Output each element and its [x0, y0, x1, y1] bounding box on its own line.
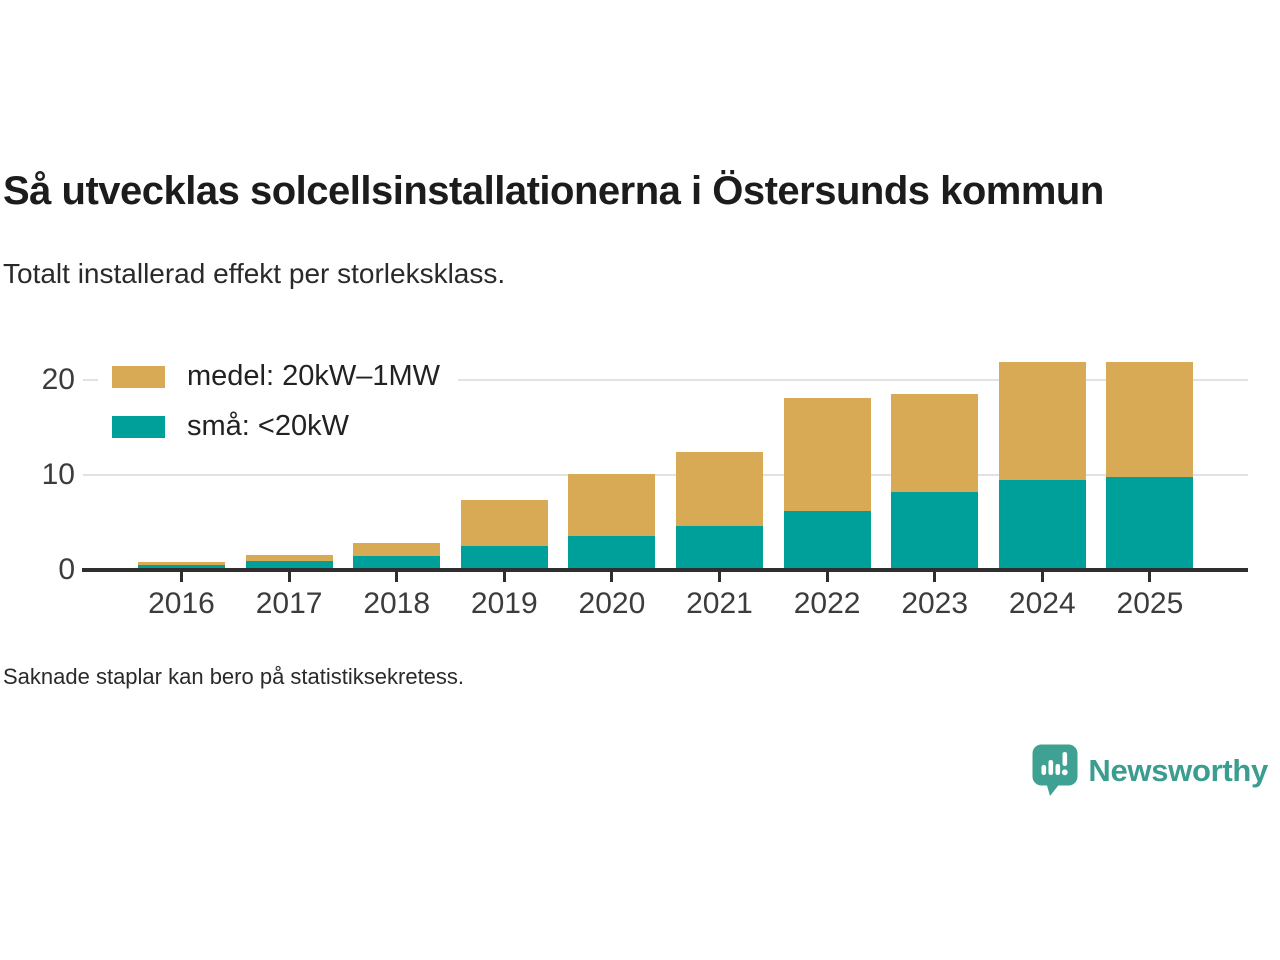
x-tick-2016 [180, 572, 183, 582]
legend-label: små: <20kW [187, 410, 349, 442]
x-tick-label-2023: 2023 [901, 587, 969, 620]
bar-segment-2022-sma [783, 511, 871, 570]
newsworthy-logo-text: Newsworthy [1088, 753, 1268, 788]
x-tick-label-2025: 2025 [1116, 587, 1184, 620]
bar-segment-2025-medel [1106, 362, 1194, 478]
bar-segment-2016-sma [138, 565, 225, 570]
gridline-20 [83, 379, 1248, 382]
bar-segment-2025-sma [1106, 477, 1194, 570]
legend-swatch-icon [112, 415, 165, 438]
x-tick-2024 [1040, 572, 1044, 582]
x-tick-2020 [610, 572, 614, 582]
x-tick-2025 [1148, 572, 1152, 582]
bar-segment-2016-medel [138, 562, 225, 566]
x-tick-label-2016: 2016 [148, 587, 215, 620]
bar-segment-2021-sma [676, 526, 763, 570]
x-tick-2021 [718, 572, 721, 582]
x-tick-label-2024: 2024 [1008, 587, 1076, 620]
chart-subtitle: Totalt installerad effekt per storlekskl… [3, 258, 506, 289]
x-tick-2022 [825, 572, 829, 582]
x-tick-label-2019: 2019 [470, 587, 538, 620]
bar-segment-2017-medel [245, 554, 333, 561]
bar-segment-2024-sma [998, 479, 1086, 570]
x-tick-2017 [287, 572, 291, 582]
bar-segment-2020-sma [568, 535, 656, 570]
x-tick-label-2022: 2022 [793, 587, 861, 620]
bar-segment-2024-medel [998, 362, 1086, 480]
x-tick-2019 [502, 572, 506, 582]
bar-segment-2023-sma [891, 492, 979, 570]
chart-title: Så utvecklas solcellsinstallationerna i … [3, 169, 1104, 213]
bar-segment-2018-medel [353, 542, 441, 556]
bar-segment-2017-sma [245, 560, 333, 570]
newsworthy-branding: Newsworthy [1032, 744, 1268, 798]
bar-segment-2018-sma [353, 555, 441, 570]
x-tick-2018 [395, 572, 399, 582]
legend-item-1: små: <20kW [112, 410, 440, 443]
legend-label: medel: 20kW–1MW [187, 360, 441, 392]
chart-footnote: Saknade staplar kan bero på statistiksek… [3, 664, 465, 689]
x-tick-label-2018: 2018 [363, 587, 431, 620]
chart-legend: medel: 20kW–1MW små: <20kW [98, 354, 459, 449]
legend-item-0: medel: 20kW–1MW [112, 360, 440, 393]
x-tick-2023 [933, 572, 937, 582]
x-tick-label-2017: 2017 [255, 587, 323, 620]
x-tick-label-2021: 2021 [686, 587, 753, 620]
bar-segment-2019-medel [460, 499, 548, 547]
bar-segment-2019-sma [460, 546, 548, 570]
bar-segment-2022-medel [783, 398, 871, 512]
y-tick-label-0: 0 [58, 553, 75, 586]
x-axis-line [82, 568, 1248, 572]
x-tick-label-2020: 2020 [578, 587, 646, 620]
gridline-10 [83, 474, 1248, 477]
legend-swatch-icon [112, 365, 165, 388]
y-tick-label-10: 10 [41, 458, 75, 492]
bar-segment-2021-medel [676, 451, 763, 527]
bar-segment-2020-medel [568, 474, 656, 536]
y-tick-label-20: 20 [41, 363, 75, 397]
bar-segment-2023-medel [891, 393, 979, 493]
newsworthy-logo-icon [1032, 744, 1079, 798]
plot-area: 2016 2017 2018 2019 2020 2021 2022 2023 2024 2025… [82, 340, 1248, 620]
